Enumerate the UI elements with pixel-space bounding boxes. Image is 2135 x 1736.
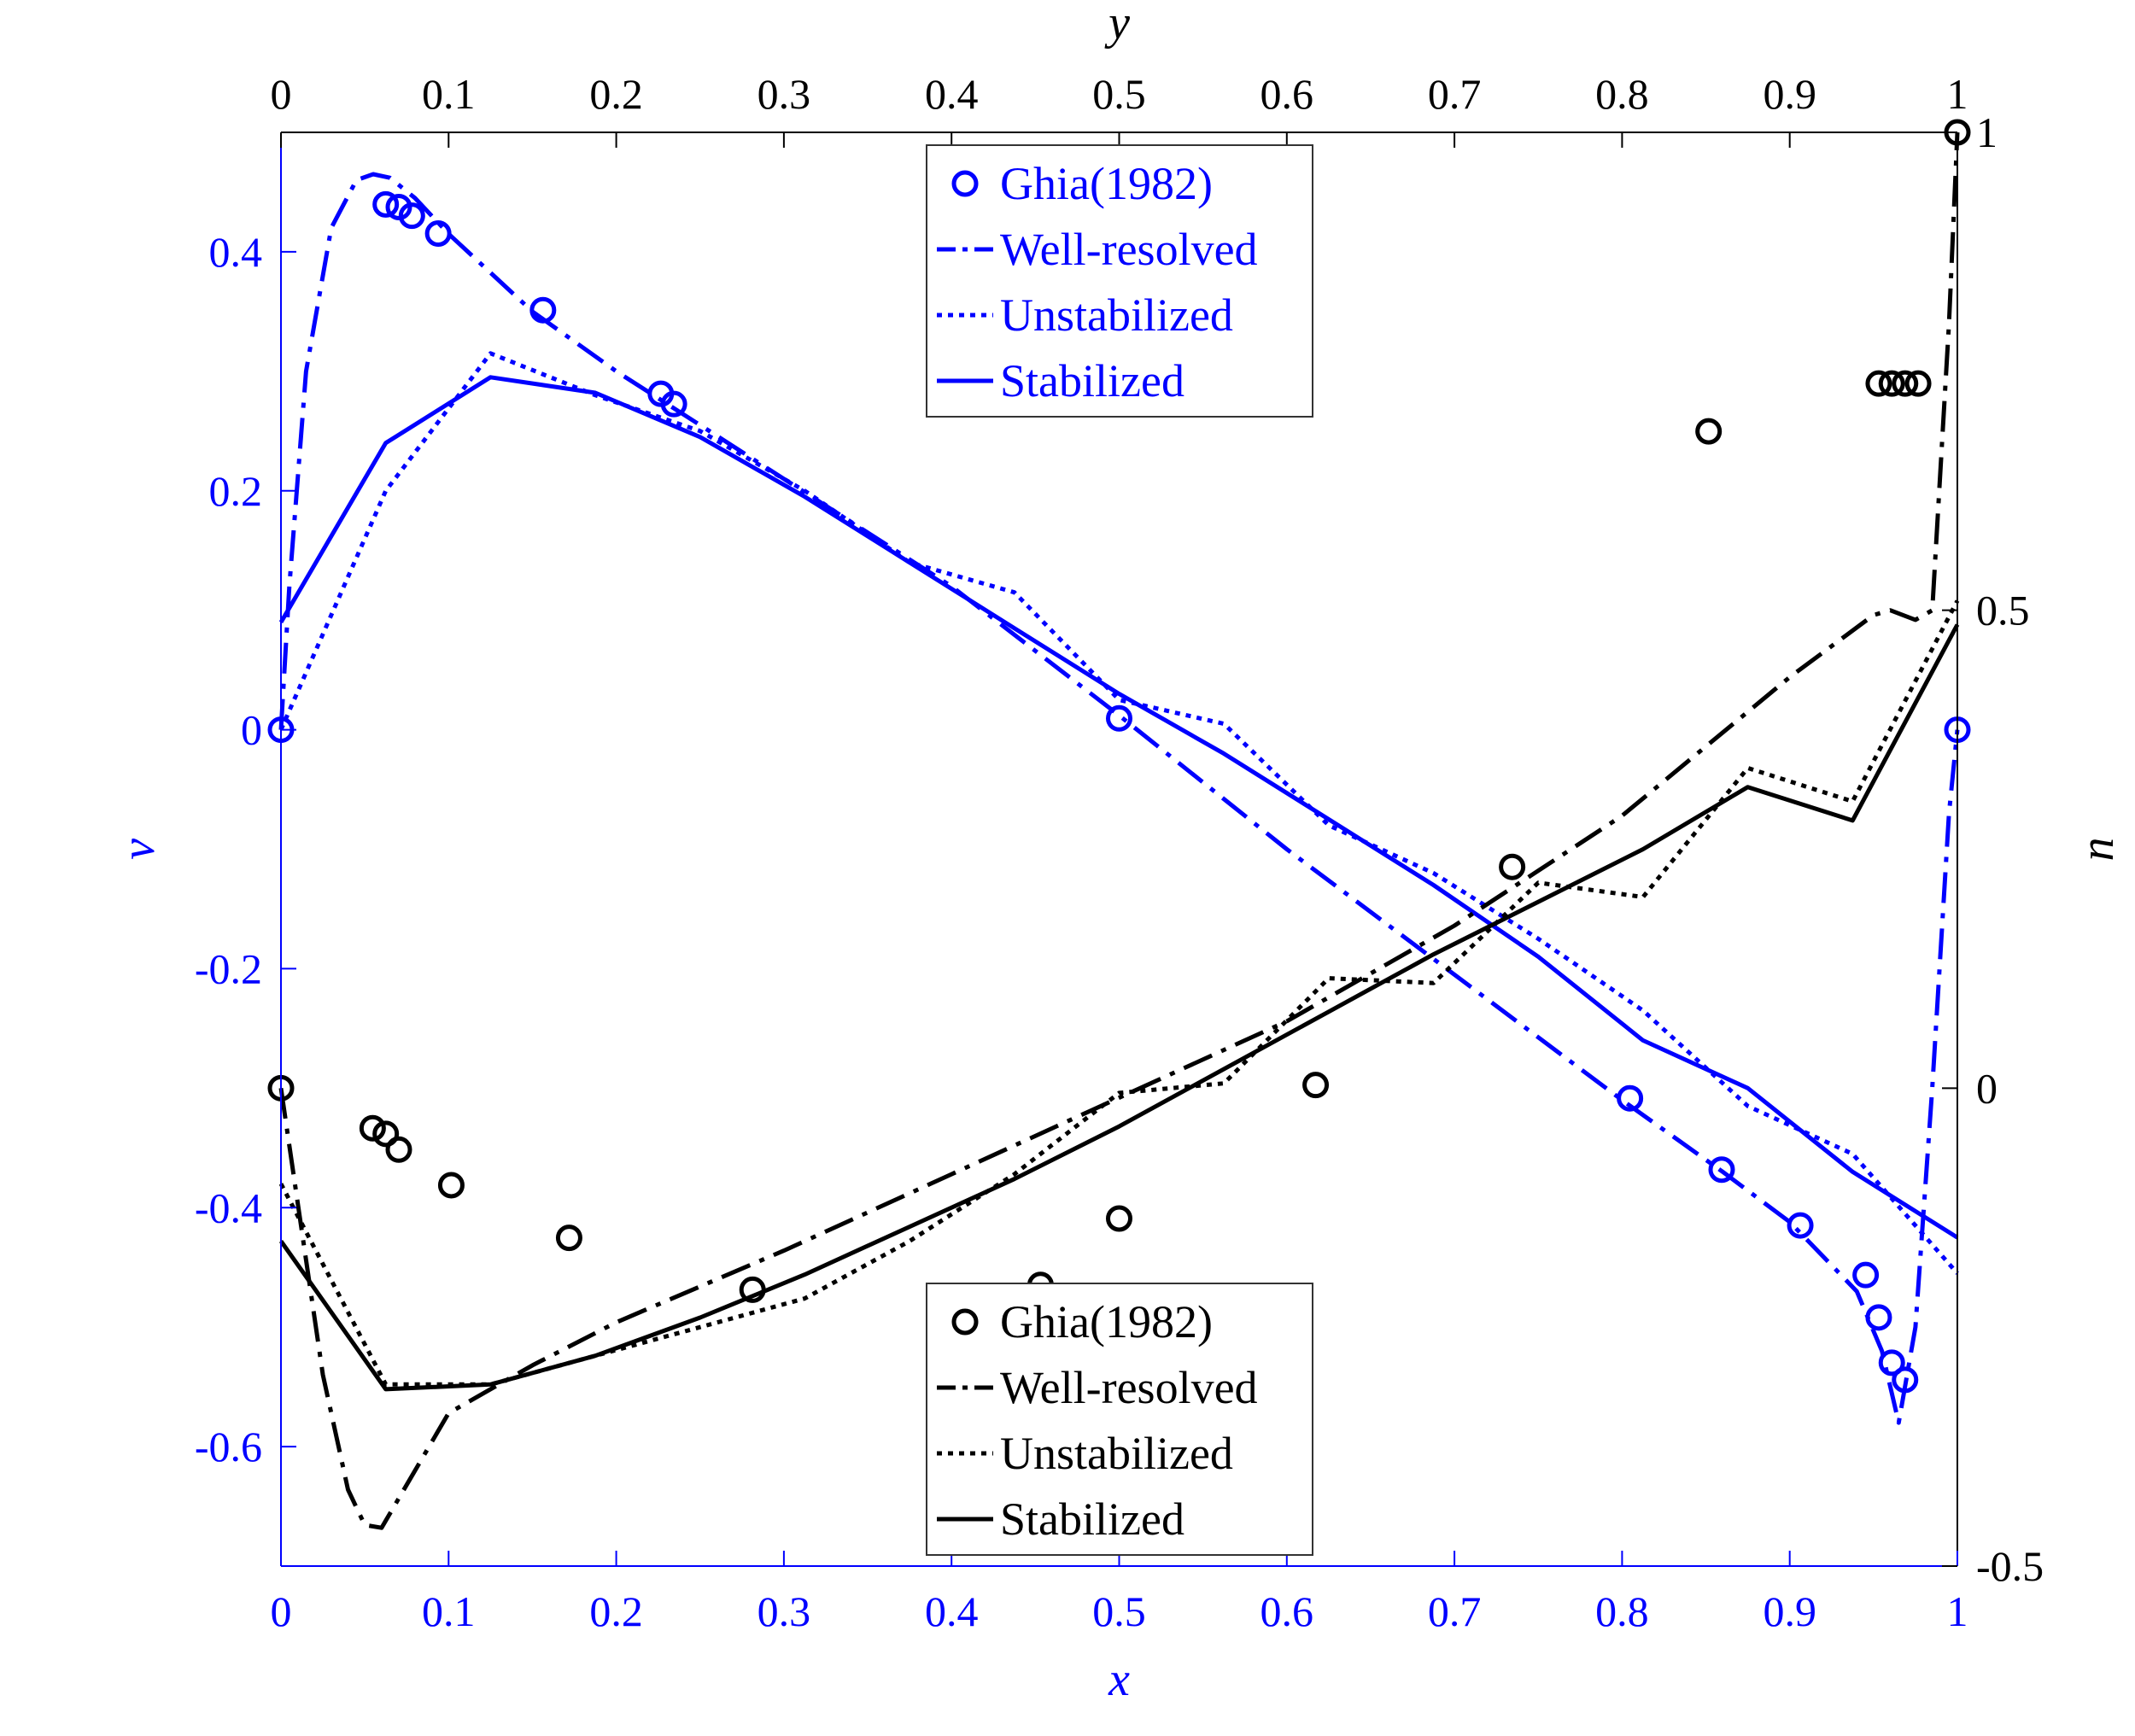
- u-ghia-1982--marker-2: [372, 1120, 400, 1148]
- top-tick-label-6: 0.6: [1261, 70, 1314, 118]
- v-tick-label-4: 0.2: [209, 467, 263, 515]
- u-tick-label-0: -0.5: [1976, 1542, 2044, 1590]
- u-stabilized-line: [278, 623, 1960, 1392]
- v-tick-label-2: -0.2: [195, 944, 262, 992]
- legend-u-entry-0-label: Ghia(1982): [1000, 1296, 1213, 1347]
- u-tick-label-1: 0: [1976, 1064, 1998, 1112]
- u-ghia-1982--marker-14: [1892, 370, 1919, 397]
- top-tick-label-5: 0.5: [1092, 70, 1146, 118]
- v-ghia-1982--marker-3: [398, 202, 425, 230]
- top-tick-label-3: 0.3: [757, 70, 811, 118]
- u-ghia-1982--marker-5: [555, 1225, 582, 1252]
- legend-u-entry-3-label: Stabilized: [1000, 1493, 1184, 1545]
- legend-u-entry-1-label: Well-resolved: [1000, 1362, 1258, 1413]
- legend-v-entry-0-marker: [951, 170, 979, 197]
- v-ghia-1982--marker-8: [1106, 704, 1132, 732]
- x-tick-label-7: 0.7: [1428, 1587, 1482, 1635]
- x-axis-title: x: [1108, 1653, 1130, 1706]
- top-tick-label-4: 0.4: [925, 70, 979, 118]
- u-tick-label-3: 1: [1976, 108, 1998, 156]
- legend-u: Ghia(1982) Well-resolved Unstabilized Stabi…: [926, 1283, 1313, 1556]
- u-ghia-1982--marker-10: [1499, 853, 1526, 880]
- u-ghia-1982--marker-3: [385, 1136, 412, 1163]
- top-axis-title: y: [1104, 0, 1130, 50]
- u-ghia-1982--marker-8: [1106, 1205, 1132, 1232]
- legend-v-entry-2-label: Unstabilized: [1000, 289, 1233, 341]
- legend-v-entry-0-label: Ghia(1982): [1000, 158, 1213, 209]
- v-ghia-1982--marker-2: [385, 193, 412, 220]
- x-tick-label-10: 1: [1947, 1587, 1968, 1635]
- top-tick-label-10: 1: [1947, 70, 1968, 118]
- v-ghia-1982--marker-9: [1617, 1084, 1644, 1112]
- legend-v-entry-1-label: Well-resolved: [1000, 224, 1258, 275]
- legend-v: Ghia(1982) Well-resolved Unstabilized Stabi…: [926, 144, 1313, 418]
- v-ghia-1982--marker-12: [1852, 1261, 1880, 1289]
- x-tick-label-3: 0.3: [757, 1587, 811, 1635]
- top-tick-label-9: 0.9: [1763, 70, 1816, 118]
- top-tick-label-8: 0.8: [1595, 70, 1649, 118]
- v-ghia-1982--marker-14: [1878, 1349, 1905, 1377]
- top-tick-label-2: 0.2: [589, 70, 643, 118]
- top-tick-label-0: 0: [271, 70, 292, 118]
- x-tick-label-1: 0.1: [422, 1587, 476, 1635]
- v-ghia-1982--marker-4: [424, 220, 452, 248]
- top-tick-label-7: 0.7: [1428, 70, 1482, 118]
- legend-v-entry-3-label: Stabilized: [1000, 355, 1184, 406]
- u-ghia-1982--marker-15: [1904, 370, 1932, 397]
- legend-v-box: [926, 144, 1313, 418]
- plot-area: [267, 119, 1971, 1530]
- axes: 0 0.1 0.2 0.3 0.4 0.5 0.6 0.7 0.8 0.9 1 x 0 0.1 0.2 0.3…: [112, 0, 2132, 1706]
- v-ghia-1982--marker-7: [660, 390, 687, 418]
- x-tick-label-0: 0: [271, 1587, 292, 1635]
- u-ghia-1982--marker-9: [1302, 1072, 1330, 1099]
- v-ghia-1982--marker-1: [372, 190, 400, 218]
- top-tick-label-1: 0.1: [422, 70, 476, 118]
- x-tick-label-9: 0.9: [1763, 1587, 1816, 1635]
- x-tick-label-6: 0.6: [1261, 1587, 1314, 1635]
- u-axis-title: u: [2079, 838, 2132, 862]
- legend-u-box: [926, 1283, 1313, 1556]
- u-ghia-1982--marker-4: [437, 1172, 465, 1199]
- u-ghia-1982--marker-11: [1695, 418, 1723, 445]
- u-tick-label-2: 0.5: [1976, 587, 2030, 634]
- v-stabilized-line: [278, 375, 1959, 1240]
- x-tick-label-4: 0.4: [925, 1587, 979, 1635]
- x-tick-label-5: 0.5: [1092, 1587, 1146, 1635]
- legend-u-entry-0-marker: [951, 1308, 979, 1336]
- u-ghia-1982--marker-13: [1878, 370, 1905, 397]
- legend-u-entry-2-label: Unstabilized: [1000, 1428, 1233, 1479]
- u-ghia-1982--marker-12: [1865, 370, 1892, 397]
- u-well-resolved-line: [278, 132, 1960, 1530]
- v-tick-label-5: 0.4: [209, 228, 263, 276]
- v-ghia-1982--marker-10: [1708, 1156, 1735, 1184]
- v-ghia-1982--marker-11: [1787, 1212, 1814, 1239]
- x-tick-label-8: 0.8: [1595, 1587, 1649, 1635]
- x-tick-label-2: 0.2: [589, 1587, 643, 1635]
- v-tick-label-0: -0.6: [195, 1423, 262, 1470]
- v-well-resolved-line: [278, 172, 1960, 1425]
- v-axis-title: v: [112, 839, 165, 860]
- u-ghia-1982--marker-1: [359, 1114, 386, 1142]
- v-tick-label-3: 0: [241, 706, 262, 754]
- v-tick-label-1: -0.4: [195, 1184, 262, 1231]
